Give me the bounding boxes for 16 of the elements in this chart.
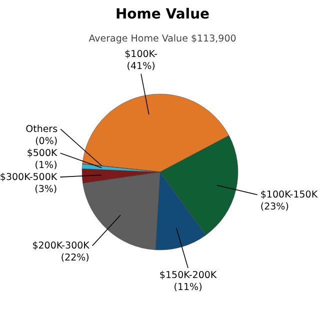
data-label: (11%) [174, 282, 202, 293]
category-label: Others [26, 124, 58, 136]
chart-title: Home Value [115, 6, 210, 22]
data-label: (3%) [34, 184, 58, 196]
text: (0%) [35, 136, 58, 148]
data-label: (1%) [34, 160, 58, 172]
slice-label: $100K-150K [260, 190, 318, 201]
slice-label: $300K-500K [0, 172, 58, 184]
data-label: (22%) [60, 252, 90, 264]
slice-label: $150K-200K [159, 270, 218, 281]
slice-label: $500K [26, 148, 58, 160]
chart-subtitle: Average Home Value $113,900 [88, 34, 236, 44]
data-label: (41%) [126, 60, 156, 72]
slice-label: $200K-300K [32, 240, 90, 252]
slice-label: $100K- [124, 48, 158, 60]
data-label: (23%) [260, 202, 289, 213]
